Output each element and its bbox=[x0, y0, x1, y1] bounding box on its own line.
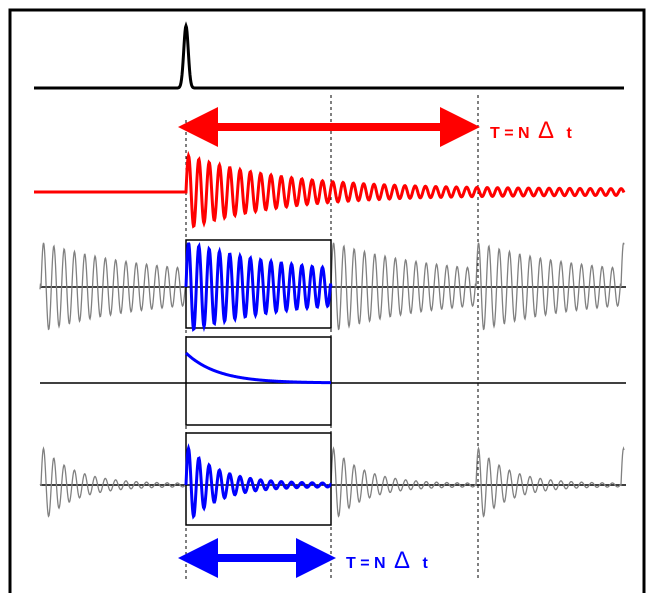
span-label-red-delta: Δ bbox=[538, 117, 554, 144]
span-label-red-prefix: T = N bbox=[490, 125, 530, 142]
span-label-blue-suffix: t bbox=[423, 555, 429, 572]
envelope-trace bbox=[184, 351, 332, 385]
span-label-blue-delta: Δ bbox=[394, 547, 410, 574]
damped-periodic-trace bbox=[39, 446, 625, 518]
span-label-red-suffix: t bbox=[567, 125, 573, 142]
span-label-blue-prefix: T = N bbox=[346, 555, 386, 572]
impulse-trace bbox=[34, 21, 624, 90]
damped-window-trace bbox=[184, 443, 332, 520]
span-label-red: T = N Δ t bbox=[490, 117, 573, 144]
span-label-blue: T = N Δ t bbox=[346, 547, 429, 574]
windowed-signal-trace bbox=[184, 242, 333, 333]
window-box-row5 bbox=[185, 336, 332, 426]
outer-frame bbox=[8, 8, 646, 593]
response-trace bbox=[34, 150, 626, 229]
periodic-copies-trace bbox=[39, 242, 625, 331]
